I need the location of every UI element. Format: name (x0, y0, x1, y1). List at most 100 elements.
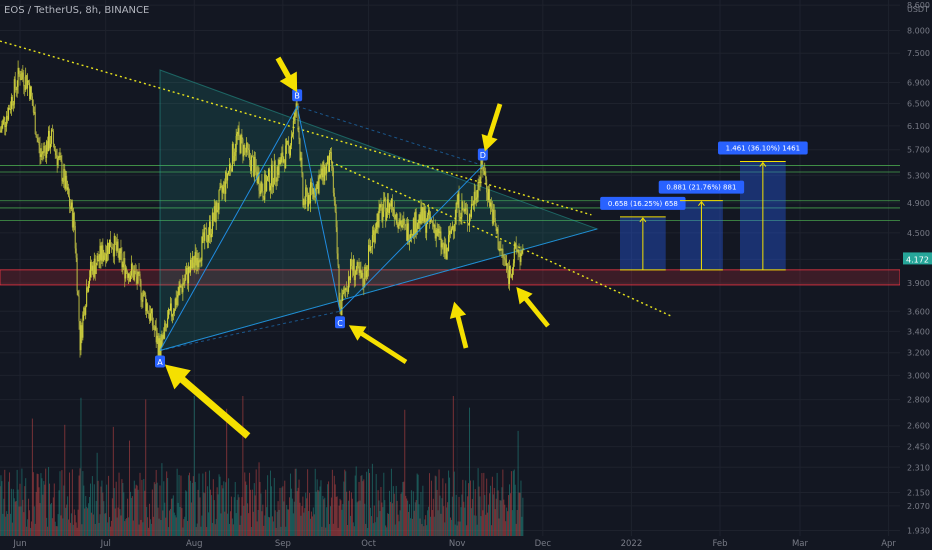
volume-bar (36, 473, 38, 536)
bd-diagonal (296, 105, 484, 166)
candle-body (234, 152, 236, 156)
candle-body (402, 218, 404, 226)
volume-bar (276, 511, 278, 536)
candle-body (236, 133, 238, 137)
candle-body (140, 280, 142, 301)
candle-body (412, 218, 414, 237)
candle-body (51, 129, 53, 131)
volume-bar (269, 470, 271, 536)
volume-bar (169, 508, 171, 536)
price-tick-label: 3.400 (907, 327, 930, 336)
volume-bar (287, 509, 289, 536)
candle-body (396, 213, 398, 224)
volume-bar (450, 519, 452, 536)
volume-bar (410, 490, 412, 536)
candle-body (471, 203, 473, 206)
volume-bar (312, 507, 314, 536)
candle-body (239, 135, 241, 153)
volume-bar (38, 487, 40, 536)
candle-body (260, 181, 262, 194)
candle-body (283, 159, 285, 163)
candle-body (426, 224, 428, 233)
candle-body (195, 251, 197, 266)
volume-bar (180, 475, 182, 536)
volume-bar (120, 515, 122, 536)
volume-bar (455, 494, 457, 536)
volume-bar (154, 484, 156, 536)
volume-bar (289, 497, 291, 536)
candle-body (227, 174, 229, 181)
volume-bar (358, 481, 360, 536)
candle-body (40, 154, 42, 157)
volume-bar (195, 527, 197, 536)
volume-bar (215, 518, 217, 536)
volume-bar (33, 506, 35, 536)
candle-body (197, 258, 199, 268)
volume-bar (385, 525, 387, 536)
candle-body (383, 199, 385, 212)
volume-bar (34, 523, 36, 536)
volume-bar (492, 494, 494, 536)
volume-bar (408, 511, 410, 536)
volume-bar (366, 471, 368, 536)
volume-bar (381, 502, 383, 536)
volume-bar (497, 490, 499, 536)
candle-body (501, 248, 503, 250)
volume-bar (175, 517, 177, 536)
candle-body (200, 260, 202, 262)
volume-bar (249, 489, 251, 536)
volume-bar (489, 493, 491, 536)
candle-body (1, 124, 3, 131)
candle-body (102, 245, 104, 262)
candle-body (76, 257, 78, 292)
volume-bar (64, 424, 66, 536)
volume-bar (32, 472, 34, 536)
volume-bar (150, 523, 152, 536)
volume-bar (402, 481, 404, 536)
candle-body (174, 298, 176, 311)
volume-bar (465, 480, 467, 536)
volume-bar (489, 485, 491, 536)
candle-body (30, 86, 32, 97)
volume-bar (291, 498, 293, 536)
candle-body (50, 129, 52, 144)
candle-body (433, 224, 435, 227)
volume-bar (139, 472, 141, 536)
candle-body (42, 151, 44, 153)
volume-bar (5, 516, 7, 536)
candle-body (391, 198, 393, 210)
candle-body (497, 228, 499, 249)
volume-bar (231, 518, 233, 536)
volume-bar (445, 483, 447, 536)
volume-bar (472, 480, 474, 536)
candle-body (351, 266, 353, 271)
candle-body (401, 225, 403, 227)
candle-body (430, 217, 432, 222)
candle-body (331, 162, 333, 168)
volume-bar (422, 485, 424, 536)
volume-bar (332, 523, 334, 536)
candle-body (240, 134, 242, 153)
volume-bar (280, 526, 282, 536)
candle-body (92, 265, 94, 277)
candle-body (413, 218, 415, 236)
volume-bar (68, 519, 70, 536)
candle-body (342, 293, 344, 296)
candle-body (175, 298, 177, 305)
volume-bar (375, 474, 377, 536)
time-tick-label: Aug (186, 539, 203, 549)
candle-body (289, 145, 291, 156)
horizontal-levels (0, 165, 901, 286)
volume-bar (382, 507, 384, 536)
price-tick-label: 3.000 (907, 371, 930, 380)
candle-body (16, 86, 18, 91)
volume-bar (284, 480, 286, 536)
price-tick-label: 7.500 (907, 49, 930, 58)
volume-bar (160, 519, 162, 536)
volume-bar (73, 509, 75, 536)
volume-bar (221, 485, 223, 536)
inner-trendline (331, 161, 672, 317)
candle-body (246, 142, 248, 153)
volume-bar (511, 510, 513, 536)
